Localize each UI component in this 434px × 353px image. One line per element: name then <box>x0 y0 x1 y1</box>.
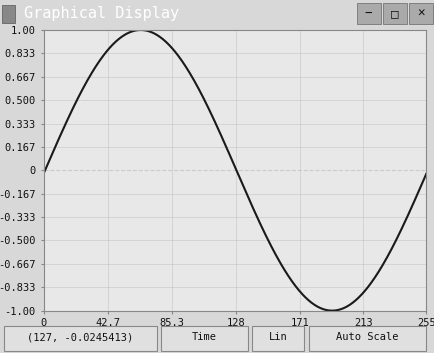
Bar <box>308 326 425 352</box>
Text: Graphical Display: Graphical Display <box>24 6 179 21</box>
Bar <box>2 5 15 23</box>
Text: −: − <box>364 7 372 20</box>
Bar <box>382 3 406 24</box>
Bar <box>356 3 380 24</box>
Bar <box>161 326 247 352</box>
Text: Time: Time <box>191 333 217 342</box>
Text: Auto Scale: Auto Scale <box>335 333 398 342</box>
Text: □: □ <box>390 7 398 20</box>
Bar <box>4 326 156 352</box>
Bar <box>408 3 432 24</box>
Bar <box>252 326 304 352</box>
Text: ✕: ✕ <box>416 7 424 20</box>
Text: Lin: Lin <box>268 333 287 342</box>
Text: (127, -0.0245413): (127, -0.0245413) <box>27 333 133 342</box>
